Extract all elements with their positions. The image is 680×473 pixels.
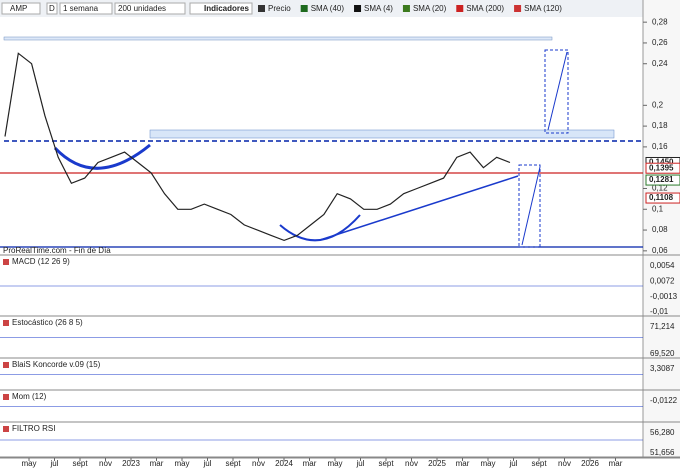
time-label: may	[174, 459, 189, 468]
indicators-box[interactable]	[189, 2, 253, 15]
panel-icon	[3, 426, 9, 432]
time-label: nov	[252, 459, 265, 468]
time-label: mar	[303, 459, 317, 468]
price-label-box	[645, 174, 680, 186]
panel-title: FILTRO RSI	[12, 424, 55, 433]
panel-icon	[3, 259, 9, 265]
trend-line	[319, 175, 519, 241]
mode: D	[49, 4, 55, 13]
time-label: 2024	[275, 459, 293, 468]
time-label: jul	[202, 459, 211, 468]
panel-title: MACD (12 26 9)	[12, 257, 70, 266]
zone	[149, 129, 615, 139]
arc	[53, 143, 151, 170]
legend-entry: SMA (4)	[364, 4, 393, 13]
time-label: may	[327, 459, 342, 468]
y-tick-label: 0,1	[652, 204, 664, 213]
panel-icon	[3, 320, 9, 326]
panel-icon	[3, 394, 9, 400]
legend-swatch	[402, 5, 410, 12]
time-label: sept	[72, 459, 88, 468]
time-label: 2026	[581, 459, 599, 468]
panel-value: -0,01	[650, 307, 669, 316]
panel-value: 3,3087	[650, 364, 675, 373]
panel-value: -0,0122	[650, 396, 678, 405]
symbol: AMP	[10, 4, 27, 13]
panel-title: Estocástico (26 8 5)	[12, 318, 83, 327]
time-label: sept	[378, 459, 394, 468]
price-label: 0,1450	[649, 158, 674, 167]
period: 1 semana	[63, 4, 99, 13]
y-tick-label: 0,26	[652, 38, 668, 47]
panel-value: 51,656	[650, 448, 675, 457]
y-tick-label: 0,06	[652, 246, 668, 255]
legend-swatch	[258, 5, 265, 12]
time-label: mar	[150, 459, 164, 468]
legend-entry: SMA (120)	[524, 4, 562, 13]
panel-icon	[3, 362, 9, 368]
price-label-box	[645, 192, 680, 204]
time-label: jul	[508, 459, 517, 468]
legend-swatch	[514, 5, 522, 12]
price-label-box	[645, 162, 680, 174]
legend-swatch	[354, 5, 362, 12]
panel-value: 56,280	[650, 428, 675, 437]
y-tick-label: 0,16	[652, 142, 668, 151]
price-line	[4, 52, 511, 242]
time-label: jul	[355, 459, 364, 468]
panel-value: 0,0072	[650, 276, 675, 285]
time-label: 2023	[122, 459, 140, 468]
projection-box	[544, 49, 569, 134]
projection	[521, 166, 541, 246]
legend-entry: SMA (40)	[311, 4, 345, 13]
projection-box	[518, 164, 541, 248]
time-label: may	[480, 459, 495, 468]
time-label: nov	[99, 459, 112, 468]
y-tick-label: 0,28	[652, 17, 668, 26]
legend-swatch	[300, 5, 308, 12]
price-label: 0,1395	[649, 163, 674, 172]
y-tick-label: 0,08	[652, 225, 668, 234]
panel-title: Mom (12)	[12, 392, 47, 401]
price-label: 0,1108	[649, 193, 674, 202]
zone	[3, 36, 553, 41]
panel-value: -0,0013	[650, 292, 678, 301]
legend-entry: SMA (200)	[466, 4, 504, 13]
period-box[interactable]	[59, 2, 113, 15]
time-label: may	[21, 459, 36, 468]
panel-value: 69,520	[650, 349, 675, 358]
price-axis-area	[643, 0, 680, 458]
panel-title: BlaiS Koncorde v.09 (15)	[12, 360, 101, 369]
time-label: 2025	[428, 459, 446, 468]
y-tick-label: 0,24	[652, 59, 668, 68]
time-label: mar	[456, 459, 470, 468]
y-tick-label: 0,12	[652, 184, 668, 193]
source: ProRealTime.com - Fin de Día	[3, 246, 111, 255]
panel-value: 71,214	[650, 322, 675, 331]
legend-entry: SMA (20)	[413, 4, 447, 13]
time-label: nov	[558, 459, 571, 468]
indicators: Indicadores	[204, 4, 249, 13]
price-label: 0,1281	[649, 175, 674, 184]
mode-box[interactable]	[46, 2, 58, 15]
time-label: sept	[531, 459, 547, 468]
time-label: mar	[609, 459, 623, 468]
projection	[547, 51, 568, 131]
units: 200 unidades	[118, 4, 166, 13]
units-box[interactable]	[114, 2, 186, 15]
legend-swatch	[456, 5, 464, 12]
y-tick-label: 0,18	[652, 121, 668, 130]
legend-entry: Precio	[268, 4, 291, 13]
y-tick-label: 0,2	[652, 100, 664, 109]
time-label: sept	[225, 459, 241, 468]
panel-value: 0,0054	[650, 261, 675, 270]
time-label: nov	[405, 459, 418, 468]
time-label: jul	[49, 459, 58, 468]
symbol-box[interactable]	[1, 2, 41, 15]
